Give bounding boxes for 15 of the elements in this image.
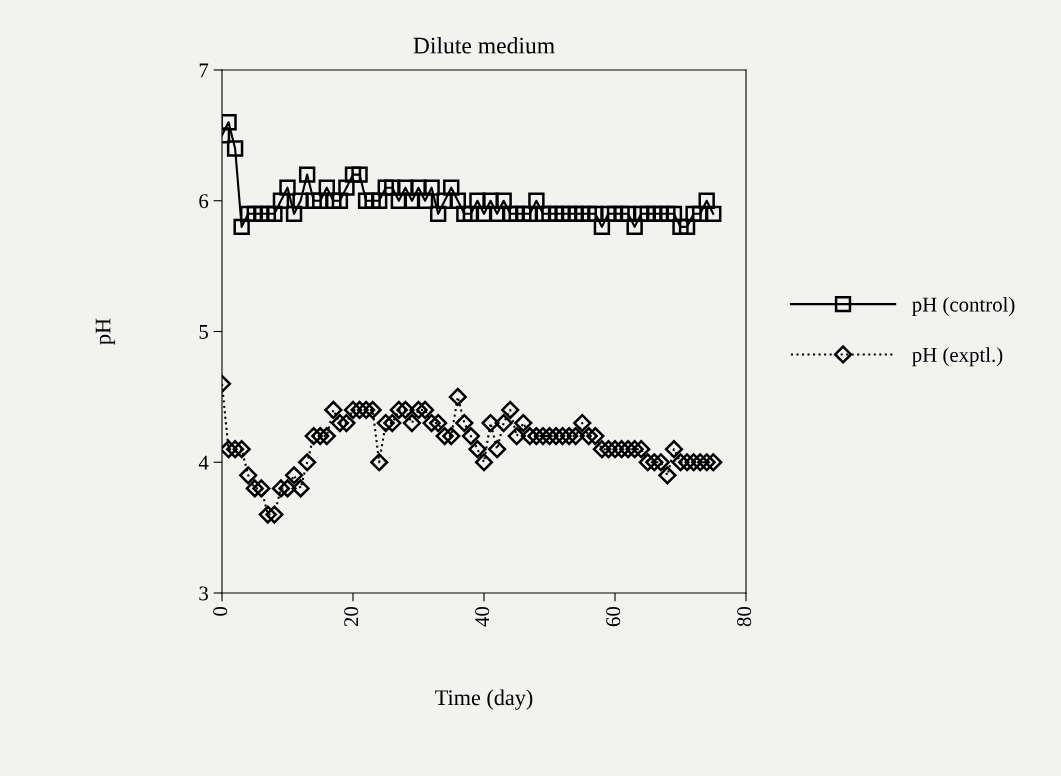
x-tick-label: 40 — [475, 606, 490, 627]
text: pH (exptl.) — [912, 347, 1003, 367]
y-axis-title: pH — [95, 318, 116, 345]
x-tick-label: 80 — [737, 606, 752, 627]
text: pH (control) — [912, 296, 1015, 316]
y-tick-label: 7 — [199, 63, 209, 78]
y-tick-label: 5 — [199, 325, 208, 339]
x-tick-label: 0 — [213, 606, 228, 616]
y-tick-label: 4 — [198, 455, 209, 470]
x-axis-title: Time (day) — [435, 689, 533, 710]
y-tick-label: 6 — [199, 194, 209, 209]
chart-title: Dilute medium — [413, 36, 555, 54]
y-tick-label: 3 — [199, 586, 208, 601]
x-tick-label: 60 — [606, 606, 621, 627]
x-tick-label: 20 — [344, 606, 359, 627]
